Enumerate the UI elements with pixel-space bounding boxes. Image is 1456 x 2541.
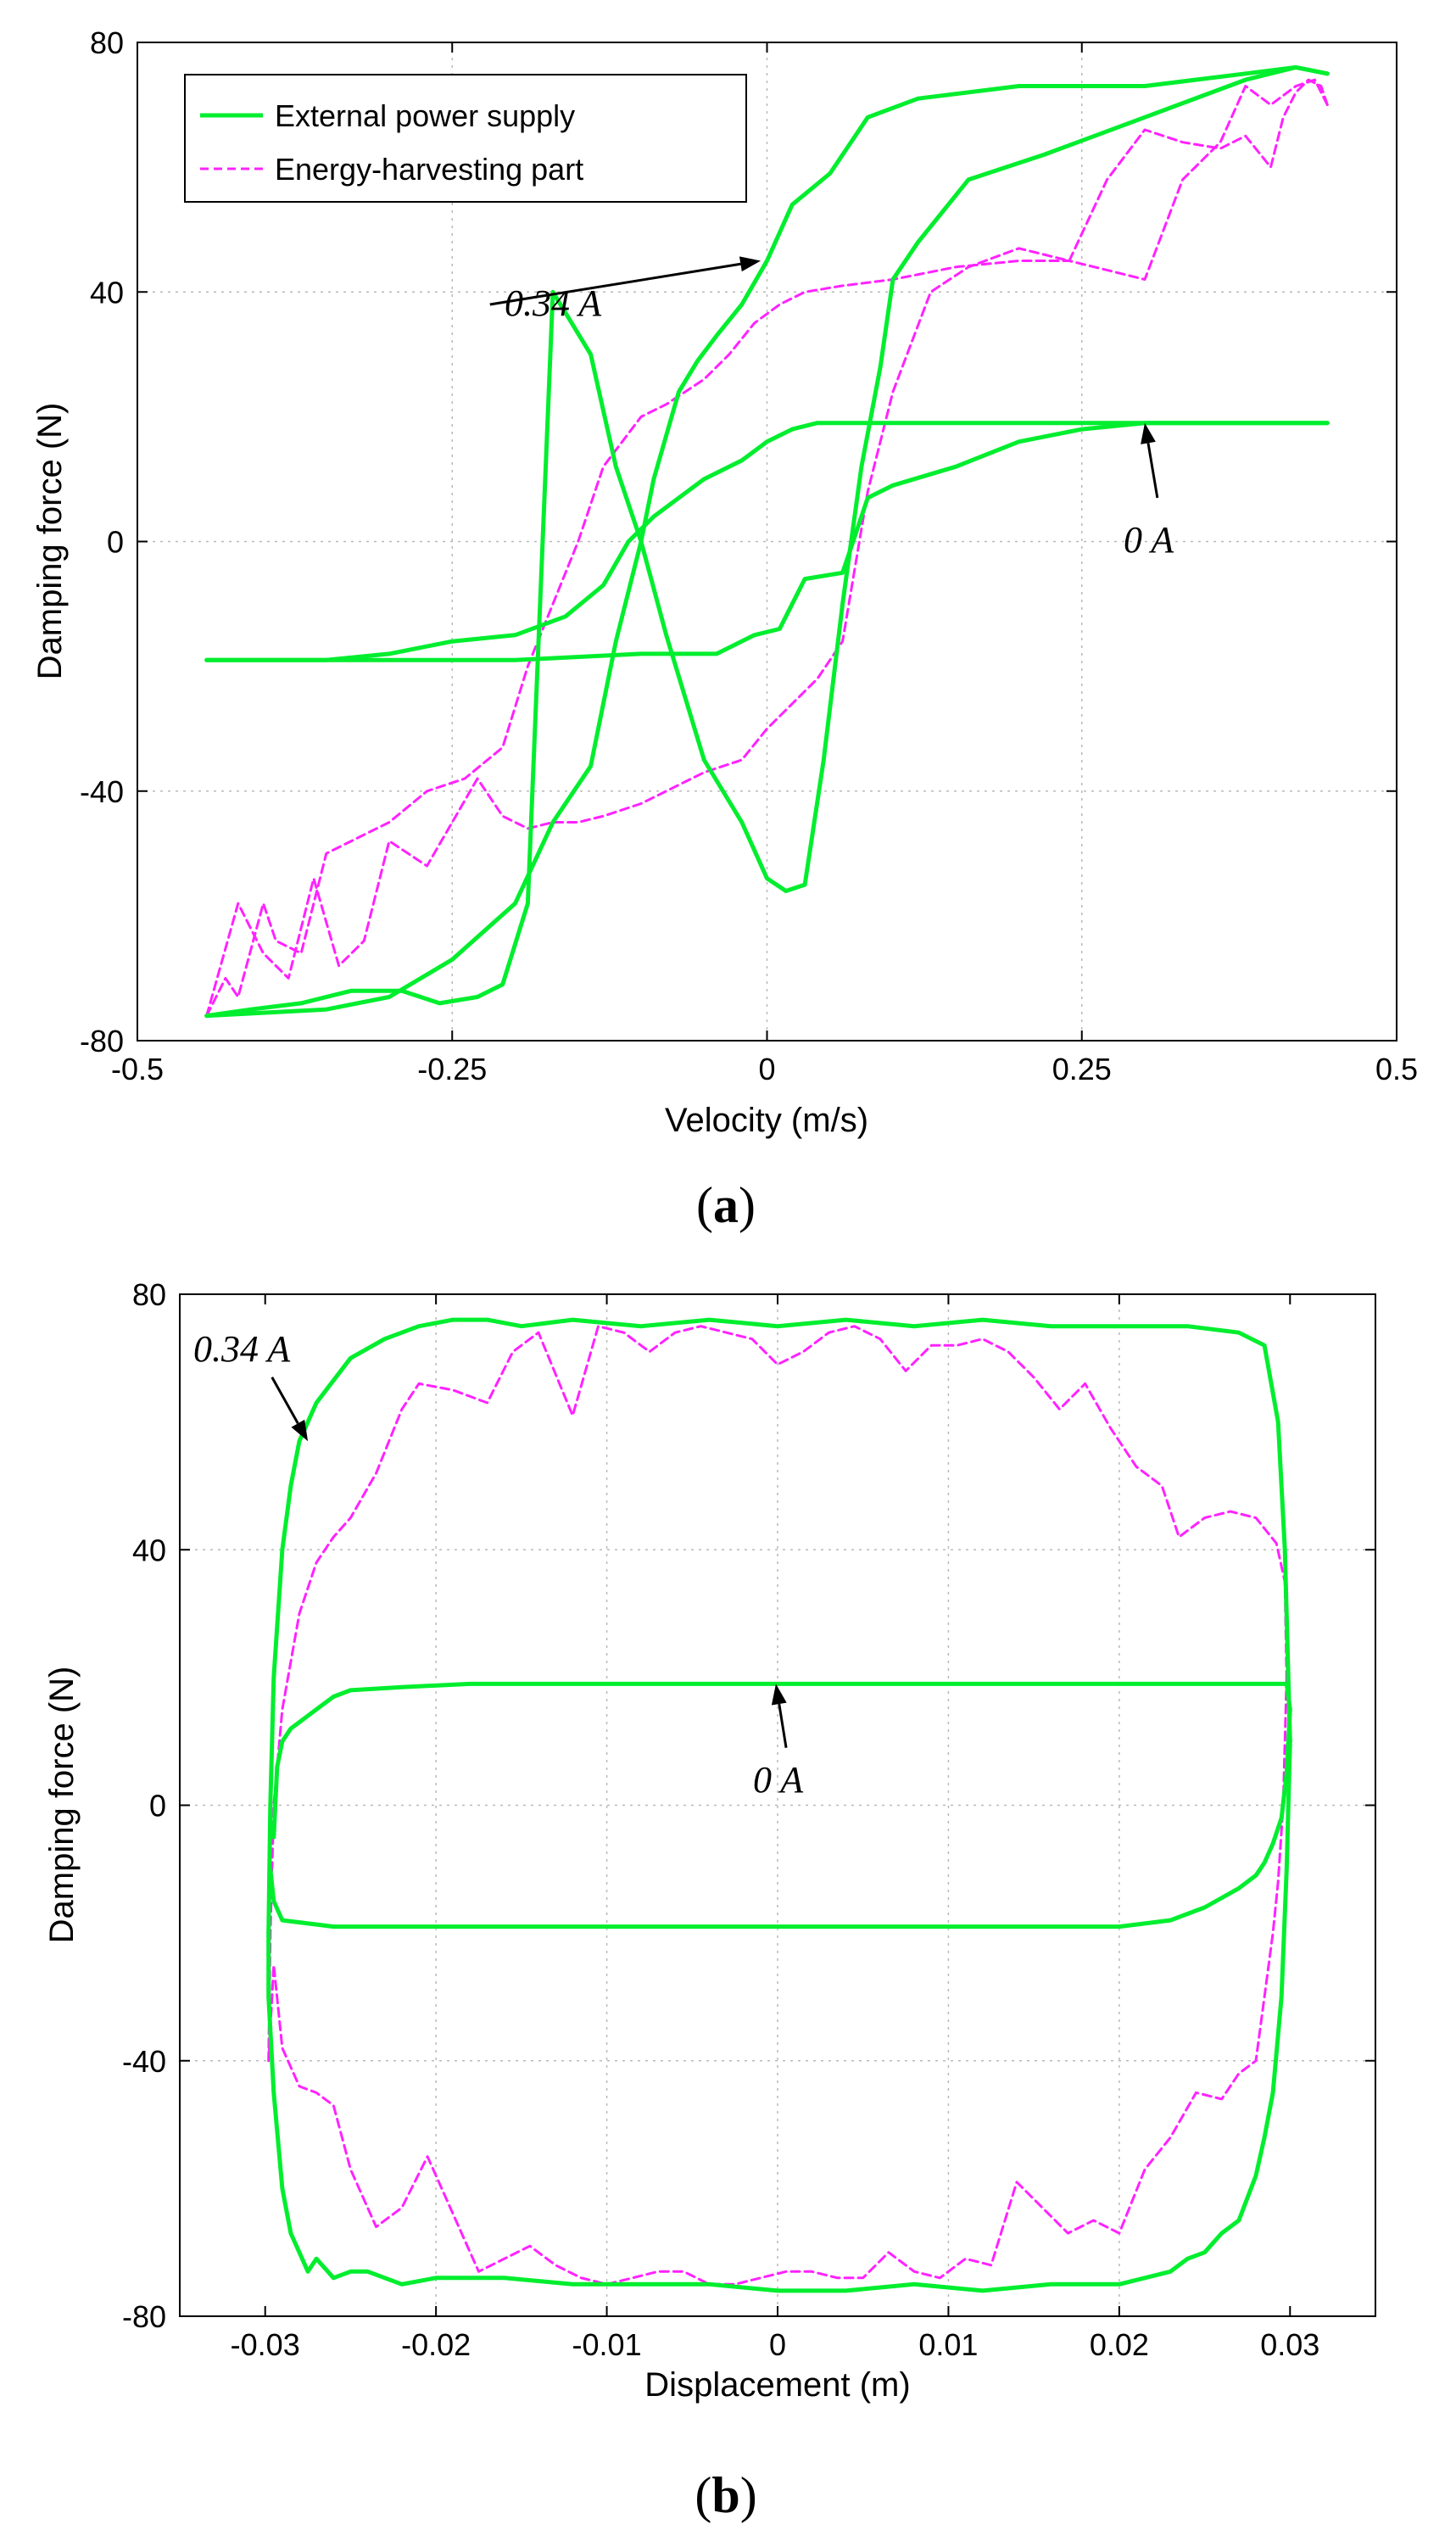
x-tick-label: -0.03 xyxy=(231,2327,300,2362)
series-line-harvesting xyxy=(205,78,1329,1018)
y-tick-label: -40 xyxy=(80,774,124,809)
x-tick-label: 0 xyxy=(758,1052,775,1086)
x-tick-label: 0.5 xyxy=(1375,1052,1418,1086)
x-axis-label-a: Velocity (m/s) xyxy=(665,1102,868,1139)
y-tick-label: -40 xyxy=(122,2044,166,2079)
series-line-external xyxy=(266,1317,1292,1935)
x-tick-label: 0.03 xyxy=(1260,2327,1319,2362)
chart-panel-a: -0.5 -0.25 0 0.25 0.5 -80 -40 0 40 80 Velocity (m… xyxy=(31,25,1418,1233)
series-line-external xyxy=(271,1681,1292,1840)
series-group-a xyxy=(204,64,1330,1019)
y-tick-label: -80 xyxy=(122,2299,166,2334)
y-tick-label: -80 xyxy=(80,1024,124,1058)
x-tick-label: 0.01 xyxy=(918,2327,978,2362)
y-tick-label: 0 xyxy=(149,1789,166,1823)
annotation-arrow-line xyxy=(271,1377,299,1425)
annotation-arrow-head xyxy=(291,1419,309,1442)
x-tick-label: -0.02 xyxy=(401,2327,471,2362)
legend-box xyxy=(184,74,747,203)
series-line-harvesting xyxy=(267,1325,1288,2063)
y-tick-label: 80 xyxy=(132,1277,166,1312)
annotation-arrow-head xyxy=(771,1684,787,1706)
annotations-a: 0.34 A 0 A xyxy=(489,256,1174,561)
panel-label-a: (a) xyxy=(696,1177,756,1233)
y-tick-label: 80 xyxy=(90,25,124,60)
series-line-external xyxy=(204,64,1330,1019)
x-tick-label: 0 xyxy=(769,2327,786,2362)
panel-letter-b: b xyxy=(711,2467,739,2523)
series-line-external xyxy=(266,1739,1292,2293)
annotations-b: 0.34 A 0 A xyxy=(193,1328,804,1801)
annotation-arrow-line xyxy=(489,262,741,306)
x-tick-label: -0.5 xyxy=(111,1052,164,1086)
annotation-arrow-head xyxy=(739,256,761,272)
annotation-arrow-line xyxy=(1146,443,1159,499)
x-axis-label-b: Displacement (m) xyxy=(644,2366,910,2404)
annotation-arrow-line xyxy=(778,1703,788,1748)
legend-label-external: External power supply xyxy=(275,98,575,133)
y-axis-label-b: Damping force (N) xyxy=(43,1667,81,1944)
x-tick-label: 0.02 xyxy=(1090,2327,1149,2362)
y-axis-label-a: Damping force (N) xyxy=(31,403,69,680)
series-line-external xyxy=(204,64,1330,1019)
tick-labels-a: -0.5 -0.25 0 0.25 0.5 -80 -40 0 40 80 xyxy=(80,25,1418,1086)
x-tick-label: 0.25 xyxy=(1052,1052,1112,1086)
annotation-label-0a-b: 0 A xyxy=(753,1759,804,1801)
series-line-external xyxy=(204,421,1330,662)
y-tick-label: 40 xyxy=(90,275,124,310)
panel-letter-a: a xyxy=(713,1177,739,1233)
legend-label-harvesting: Energy-harvesting part xyxy=(275,152,583,187)
annotation-label-0a-a: 0 A xyxy=(1124,519,1174,561)
legend: External power supply Energy-harvesting … xyxy=(184,74,747,203)
x-tick-label: -0.25 xyxy=(417,1052,487,1086)
y-tick-label: 40 xyxy=(132,1533,166,1567)
series-line-external xyxy=(268,1707,1292,1929)
grid-b xyxy=(180,1294,1375,2316)
x-tick-label: -0.01 xyxy=(572,2327,642,2362)
series-group-b xyxy=(266,1317,1292,2293)
chart-panel-b: -0.03 -0.02 -0.01 0 0.01 0.02 0.03-80-4004080 … xyxy=(43,1277,1376,2523)
series-line-external xyxy=(204,421,1330,662)
annotation-arrow-head xyxy=(1141,422,1156,444)
series-line-harvesting xyxy=(205,78,1329,1018)
panel-label-b: (b) xyxy=(695,2467,756,2523)
series-line-harvesting xyxy=(267,1676,1288,2286)
tick-labels-b: -0.03 -0.02 -0.01 0 0.01 0.02 0.03 -80 -40 0 40 80 xyxy=(122,1277,1375,2362)
annotation-label-034a-b: 0.34 A xyxy=(193,1328,291,1370)
y-tick-label: 0 xyxy=(107,525,124,560)
